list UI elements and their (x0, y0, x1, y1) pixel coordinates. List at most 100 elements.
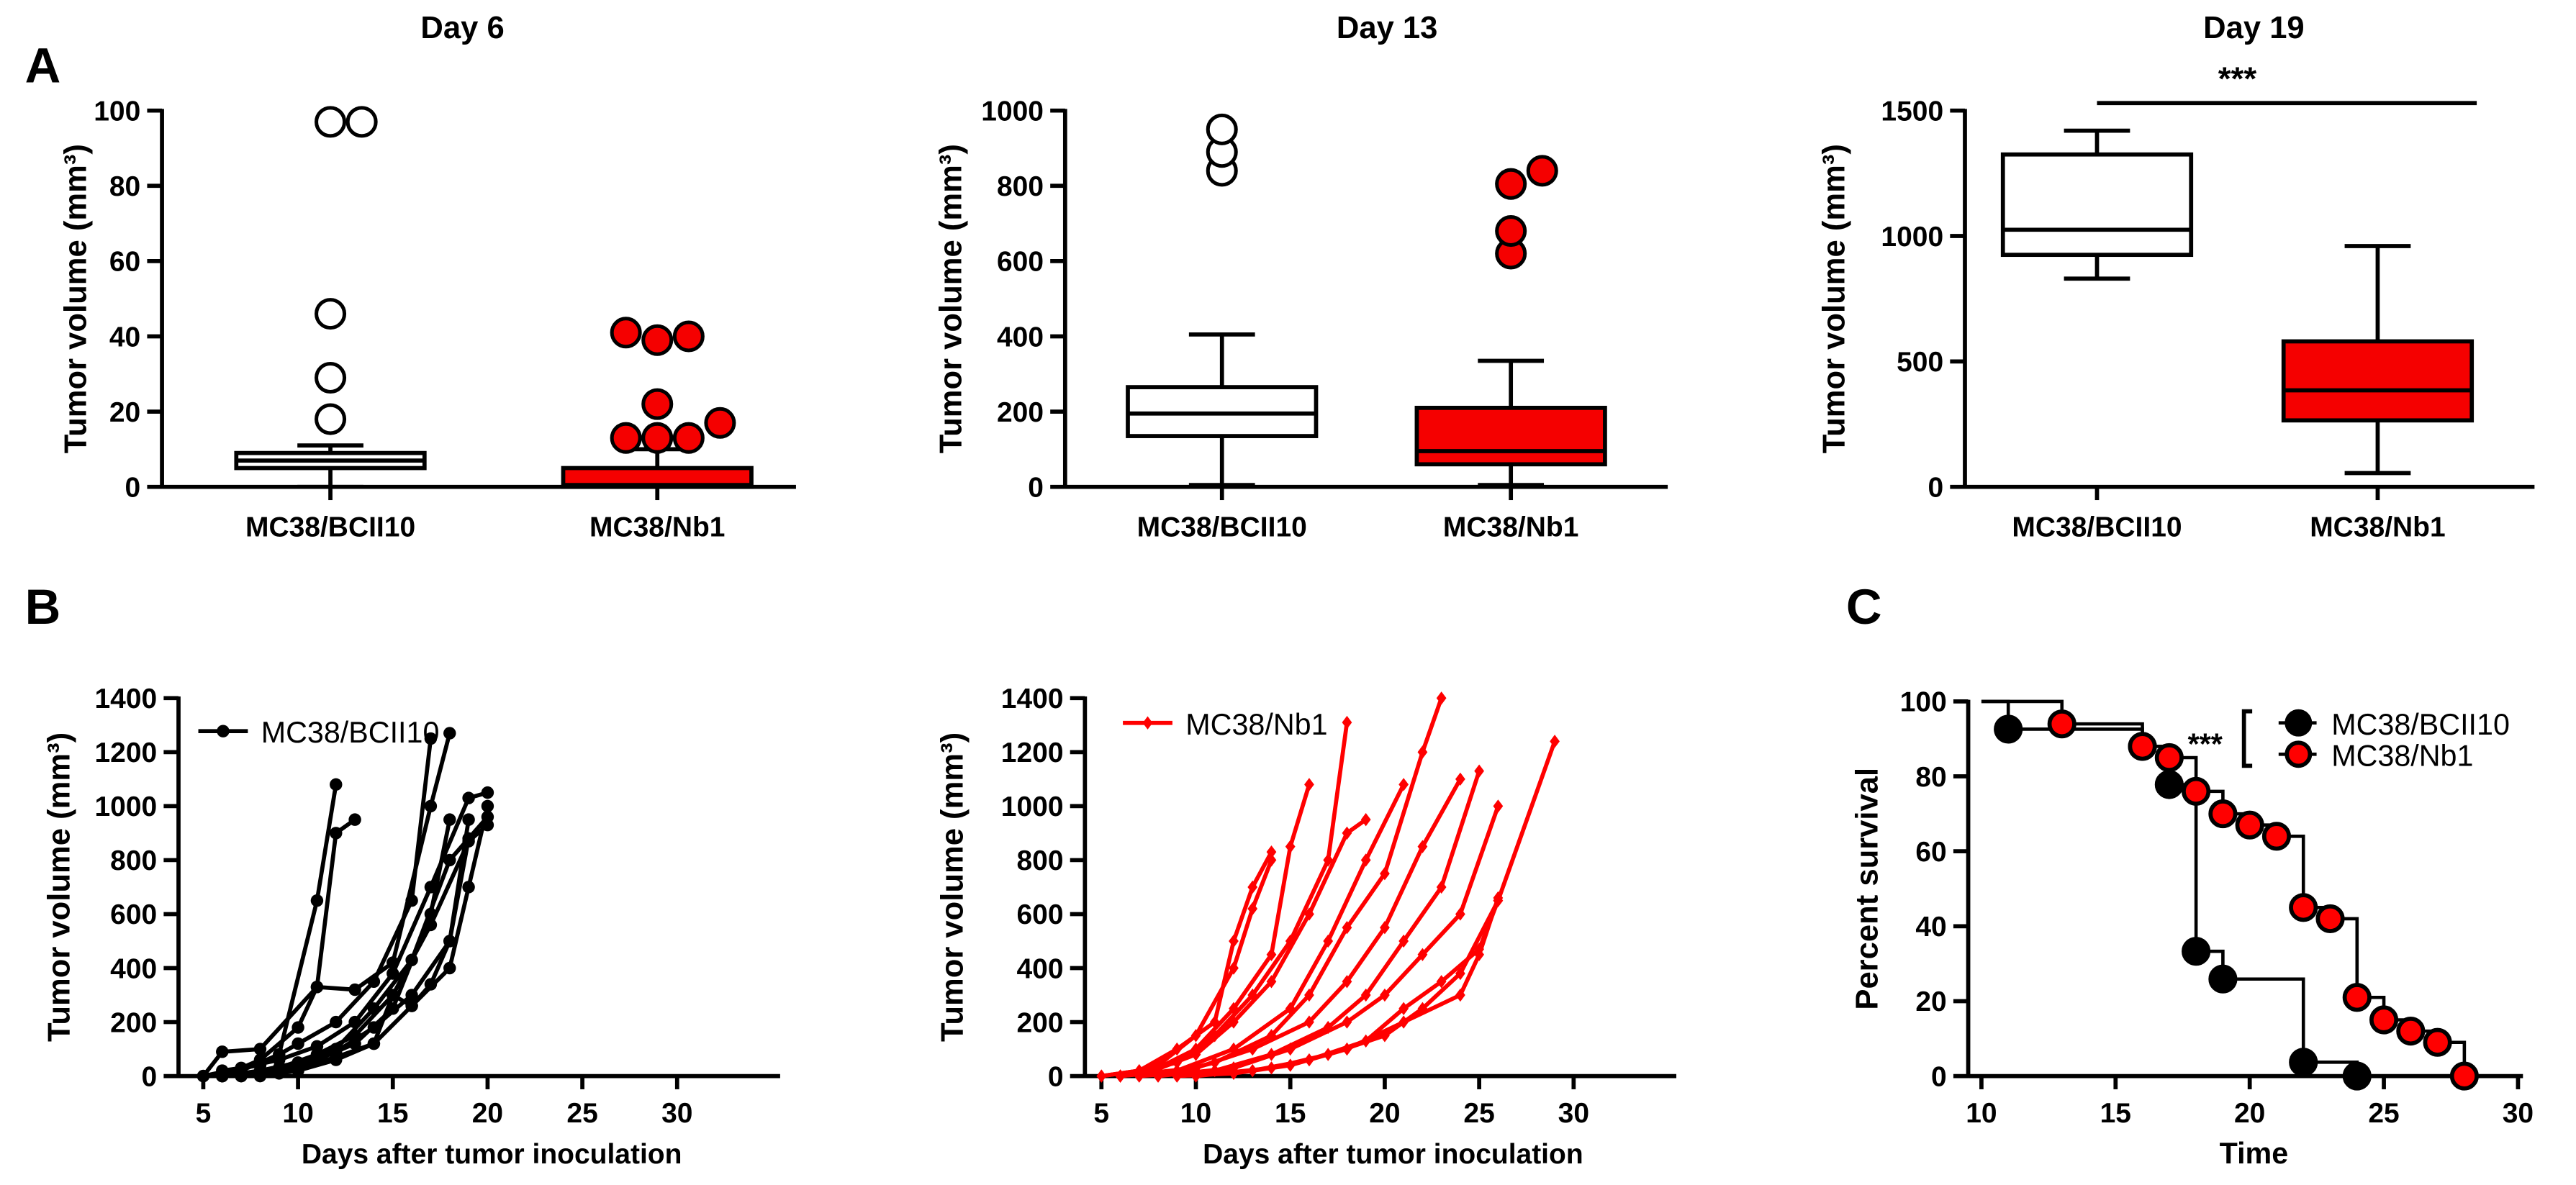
legend-marker (217, 725, 230, 737)
data-point (1380, 988, 1390, 1002)
data-point (1436, 880, 1447, 894)
outlier-point (610, 422, 642, 454)
outlier-point (1206, 113, 1238, 145)
data-point (1304, 1015, 1314, 1029)
significance-label: *** (2218, 60, 2257, 97)
x-tick-label: MC38/Nb1 (589, 512, 725, 543)
x-tick-label: 30 (2503, 1098, 2534, 1129)
legend-label: MC38/Nb1 (2331, 739, 2473, 772)
data-point (443, 727, 456, 740)
data-point (1323, 934, 1334, 948)
data-point (1190, 1029, 1201, 1043)
survival-point (2047, 709, 2076, 739)
data-point (1360, 988, 1371, 1002)
data-point (443, 853, 456, 867)
box (2000, 152, 2194, 258)
data-point (1285, 1058, 1296, 1072)
data-point (367, 975, 381, 988)
survival-point (2154, 770, 2184, 799)
y-tick-label: 800 (997, 171, 1044, 202)
legend-marker (2284, 709, 2313, 737)
x-tick-label: 10 (282, 1098, 313, 1129)
data-point (1304, 988, 1314, 1002)
data-point (330, 827, 343, 840)
y-tick-label: 400 (110, 953, 157, 984)
data-point (462, 791, 475, 804)
data-point (1398, 1015, 1409, 1029)
data-point (1342, 826, 1352, 840)
box-plot-3: Day 19 0 500 1000 1500 Tumor volume (mm³) MC38… (1817, 11, 2535, 543)
survival-point (2208, 964, 2238, 994)
outlier-point (1495, 215, 1527, 248)
data-point (1153, 1069, 1163, 1083)
y-tick-label: 200 (110, 1007, 157, 1038)
data-point (405, 989, 418, 1002)
data-point (443, 961, 456, 975)
x-tick-label: 20 (2234, 1098, 2265, 1129)
outlier-point (610, 317, 642, 349)
survival-point (2182, 937, 2211, 966)
y-tick-label: 800 (1016, 845, 1063, 876)
legend-marker (2284, 740, 2313, 768)
growth-line (1157, 805, 1501, 1079)
y-tick-label: 600 (110, 899, 157, 930)
data-point (1190, 1048, 1201, 1061)
y-tick-label: 0 (142, 1061, 158, 1092)
data-point (462, 881, 475, 894)
outlier-point (672, 422, 705, 454)
data-point (481, 799, 494, 813)
data-point (330, 778, 343, 791)
legend-label: MC38/BCII10 (261, 716, 440, 749)
x-tick-label: 25 (2368, 1098, 2399, 1129)
data-point (1342, 1015, 1352, 1029)
data-point (1134, 1069, 1144, 1083)
data-point (292, 1064, 304, 1077)
outlier-point (1526, 155, 1558, 187)
y-axis-label: Tumor volume (mm³) (936, 732, 970, 1042)
y-tick-label: 100 (1900, 687, 1947, 718)
data-point (1455, 907, 1465, 921)
y-tick-label: 1000 (1881, 222, 1943, 253)
y-axis-label: Tumor volume (mm³) (1817, 144, 1852, 453)
y-tick-label: 20 (109, 397, 140, 428)
y-axis-label: Tumor volume (mm³) (59, 144, 94, 453)
outlier-point (1495, 168, 1527, 200)
outlier-point (315, 106, 347, 138)
data-point (1455, 772, 1465, 786)
y-tick-label: 200 (997, 397, 1044, 428)
data-point (1342, 921, 1352, 935)
y-tick-label: 1500 (1881, 96, 1943, 127)
survival-point (2449, 1061, 2479, 1091)
x-tick-label: 15 (2100, 1098, 2131, 1129)
x-tick-label: 10 (1180, 1098, 1211, 1129)
y-tick-label: 200 (1016, 1007, 1063, 1038)
data-point (462, 813, 475, 826)
y-tick-label: 0 (125, 472, 141, 503)
data-point (424, 978, 438, 991)
y-tick-label: 1000 (1001, 791, 1064, 822)
data-point (367, 1037, 381, 1050)
x-tick-label: MC38/Nb1 (1443, 512, 1578, 543)
data-point (1266, 975, 1277, 989)
data-point (1342, 1042, 1352, 1056)
growth-line (221, 817, 356, 1079)
data-point (387, 989, 399, 1002)
box (2281, 339, 2475, 423)
y-tick-label: 100 (94, 96, 140, 127)
survival-point (1994, 714, 2023, 744)
data-point (1247, 880, 1258, 894)
data-point (1493, 799, 1504, 813)
data-point (1285, 840, 1296, 853)
data-point (348, 1037, 361, 1050)
data-point (1550, 735, 1560, 748)
box-plot-2: Day 13 0 200 400 600 800 1000 Tumor volume (mm³… (934, 11, 1668, 543)
y-tick-label: 600 (1016, 899, 1063, 930)
y-tick-label: 0 (1048, 1061, 1064, 1092)
legend-label: MC38/BCII10 (2331, 708, 2510, 741)
outlier-point (315, 403, 347, 435)
y-tick-label: 1200 (94, 737, 157, 768)
y-tick-label: 1400 (94, 684, 157, 714)
data-point (1096, 1069, 1107, 1083)
data-point (443, 935, 456, 948)
